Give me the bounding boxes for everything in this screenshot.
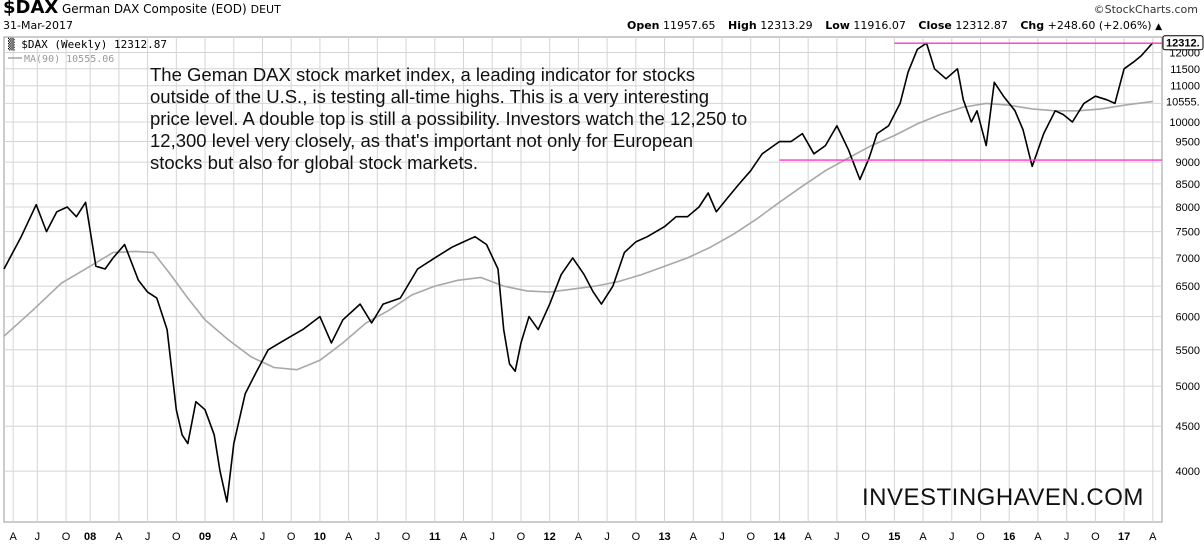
x-tick-label: A: [919, 531, 927, 543]
close-value: 12312.87: [955, 19, 1008, 32]
x-tick-label: J: [719, 531, 725, 543]
x-tick-label: A: [804, 531, 812, 543]
y-tick-label: 5000: [1176, 381, 1200, 393]
y-tick-label: 7000: [1176, 253, 1200, 265]
dax-price-line: [3, 42, 1154, 503]
chart-header: $DAX German DAX Composite (EOD) DEUT 31-M…: [0, 0, 1204, 34]
y-tick-label: 4500: [1176, 421, 1200, 433]
y-tick-label: 12000: [1169, 48, 1200, 60]
up-arrow-icon: ▲: [1155, 22, 1162, 32]
chart-exchange: DEUT: [250, 3, 281, 16]
x-tick-label: J: [260, 531, 266, 543]
y-tick-label: 9000: [1176, 157, 1200, 169]
plot-frame: [3, 36, 1163, 523]
x-tick-label: O: [402, 531, 411, 543]
ma90-line: [3, 100, 1153, 371]
low-value: 11916.07: [853, 19, 906, 32]
x-tick-label: A: [690, 531, 698, 543]
x-tick-label: A: [1034, 531, 1042, 543]
high-value: 12313.29: [760, 19, 813, 32]
x-tick-label: A: [1149, 531, 1157, 543]
x-tick-label: 11: [429, 531, 441, 543]
x-tick-label: O: [172, 531, 181, 543]
chart-name: German DAX Composite (EOD) DEUT: [62, 2, 281, 16]
x-tick-label: J: [1064, 531, 1070, 543]
y-tick-label: 11500: [1170, 64, 1200, 76]
x-tick-label: J: [35, 531, 41, 543]
x-tick-label: A: [345, 531, 353, 543]
chart-date: 31-Mar-2017: [3, 19, 73, 32]
y-tick-label: 9500: [1176, 137, 1200, 149]
x-tick-label: O: [861, 531, 870, 543]
last-price-label: 12312.: [1166, 38, 1200, 50]
y-tick-label: 10000: [1169, 117, 1200, 129]
x-tick-label: A: [10, 531, 18, 543]
y-tick-label: 5500: [1176, 345, 1200, 357]
x-tick-label: O: [287, 531, 296, 543]
open-value: 11957.65: [663, 19, 716, 32]
x-tick-label: 15: [888, 531, 900, 543]
x-tick-label: A: [115, 531, 123, 543]
x-tick-label: 17: [1118, 531, 1130, 543]
x-tick-label: O: [1091, 531, 1100, 543]
x-tick-label: 08: [84, 531, 96, 543]
y-tick-label: 7500: [1176, 227, 1200, 239]
legend-ma-entry: MA(90) 10555.06: [24, 54, 114, 65]
x-tick-label: J: [834, 531, 840, 543]
x-tick-label: A: [460, 531, 468, 543]
chg-label: Chg: [1020, 19, 1045, 32]
x-tick-label: J: [145, 531, 151, 543]
x-tick-label: O: [517, 531, 526, 543]
x-tick-label: 10: [314, 531, 326, 543]
last-price-box: [1162, 35, 1204, 51]
y-tick-label: 8500: [1176, 179, 1200, 191]
chart-symbol: $DAX: [3, 0, 59, 18]
low-label: Low: [825, 19, 850, 32]
y-tick-label: 4000: [1176, 466, 1200, 478]
y-tick-label: 6000: [1176, 312, 1200, 324]
y-tick-label: 8000: [1176, 202, 1200, 214]
chart-name-text: German DAX Composite (EOD): [62, 2, 247, 16]
last-ma-label: 10555.: [1166, 96, 1200, 108]
x-tick-label: 13: [658, 531, 670, 543]
x-tick-label: O: [976, 531, 985, 543]
y-tick-label: 6500: [1176, 281, 1200, 293]
x-tick-label: O: [62, 531, 71, 543]
last-ma-box: [1163, 94, 1203, 109]
x-tick-label: J: [949, 531, 955, 543]
x-tick-label: 09: [199, 531, 211, 543]
x-tick-label: A: [575, 531, 583, 543]
chg-value: +248.60 (+2.06%): [1047, 19, 1152, 32]
legend-price-entry: ▒ $DAX (Weekly) 12312.87: [8, 37, 167, 51]
x-tick-label: 12: [544, 531, 556, 543]
x-tick-label: A: [230, 531, 238, 543]
x-tick-label: J: [604, 531, 610, 543]
x-tick-label: J: [375, 531, 381, 543]
open-label: Open: [626, 19, 660, 32]
y-tick-label: 11000: [1170, 81, 1200, 93]
annotation-text: The Geman DAX stock market index, a lead…: [150, 64, 748, 173]
close-label: Close: [918, 19, 952, 32]
x-tick-label: O: [746, 531, 755, 543]
x-tick-label: J: [489, 531, 495, 543]
credit-link[interactable]: ©StockCharts.com: [1093, 3, 1198, 16]
watermark-text: INVESTINGHAVEN.COM: [862, 484, 1144, 511]
ohlc-readout: Open 11957.65 High 12313.29 Low 11916.07…: [627, 19, 1162, 32]
x-tick-label: 16: [1003, 531, 1015, 543]
x-tick-label: 14: [773, 531, 786, 543]
x-tick-label: O: [632, 531, 641, 543]
high-label: High: [728, 19, 757, 32]
